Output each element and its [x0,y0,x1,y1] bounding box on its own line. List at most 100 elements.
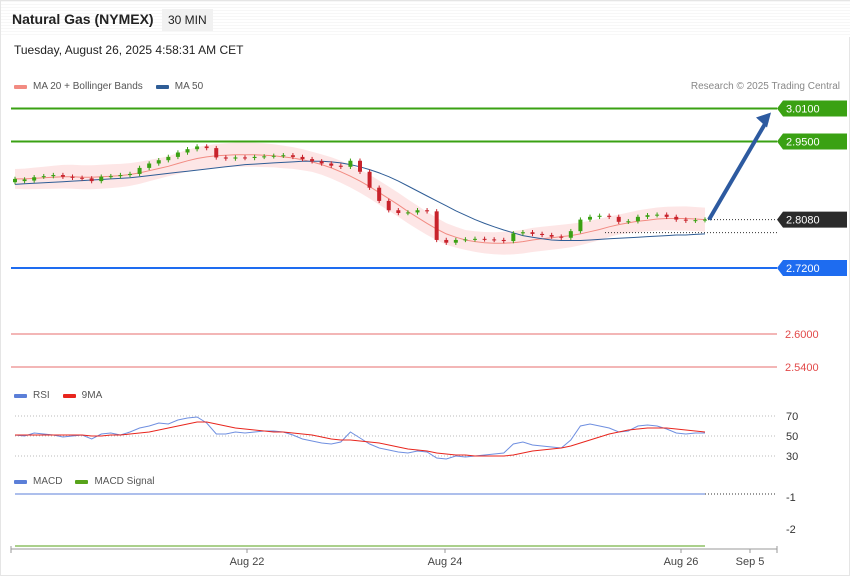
candle [674,216,679,220]
candle [310,159,315,162]
candle [204,146,209,149]
candle [51,175,56,177]
candle [80,177,85,179]
candle [290,155,295,157]
x-tick-aug-24: Aug 24 [428,556,463,568]
macd-tick--2: -2 [786,524,796,536]
candle [175,152,180,157]
candle [520,232,525,234]
legend-swatch-9ma [62,393,76,398]
candle [118,175,123,177]
bollinger-band [15,142,705,255]
candle [223,157,228,159]
timeframe-badge[interactable]: 30 MIN [162,9,213,31]
legend-swatch-macd [14,479,27,484]
candle [60,175,65,177]
macd-tick--1: -1 [786,492,796,504]
candle [530,232,535,234]
x-tick-sep-5: Sep 5 [736,556,765,568]
level-tag-3.0100 [777,100,847,117]
candle [137,167,142,174]
candle [32,177,37,181]
instrument-title: Natural Gas (NYMEX) [12,11,154,27]
legend-swatch-macd-signal [75,479,89,484]
header-bar [1,1,850,37]
candle [195,146,200,150]
projection-arrowhead [756,112,771,128]
candle [70,176,75,178]
candle [425,210,430,212]
legend-swatch-rsi [14,393,27,398]
legend-ma50: MA 50 [174,81,204,92]
candle [128,173,132,176]
candle [300,156,305,160]
rsi-ma-line [15,421,706,457]
legend-9ma: 9MA [81,390,103,401]
candle [185,149,190,153]
candle [243,157,247,159]
candle [645,215,650,217]
candle [434,211,439,240]
macd-legend: MACD MACD Signal [14,476,167,487]
candle [233,157,238,159]
rsi-tick-30: 30 [786,451,798,463]
legend-swatch-ma50 [155,84,169,89]
rsi-line [14,416,705,460]
candle [482,238,487,240]
candle [358,160,362,172]
candle [147,163,152,168]
level-label-2.6000: 2.6000 [785,329,819,341]
candle [396,210,401,213]
candle [89,178,94,182]
candle [108,176,113,178]
candle [559,236,564,238]
level-label-2.9500: 2.9500 [786,137,820,149]
candle [655,214,660,216]
x-tick-aug-22: Aug 22 [230,556,265,568]
candle [405,212,410,214]
candle [214,148,219,158]
candle [549,235,554,237]
level-tag-2.7200 [777,260,847,276]
candle [616,216,621,222]
candle [166,156,171,161]
candle [693,220,698,222]
candle [568,231,573,238]
candle [22,179,27,182]
candle [348,160,353,167]
candle [492,239,497,241]
candle [367,171,372,188]
candle [444,239,449,243]
x-tick-aug-26: Aug 26 [664,556,699,568]
candle [635,216,640,222]
candle [271,155,276,157]
level-label-3.0100: 3.0100 [786,104,820,116]
legend-swatch-ma20 [14,84,27,89]
level-tag-2.9500 [777,133,847,150]
legend-ma20: MA 20 + Bollinger Bands [33,81,143,92]
candle [453,239,458,243]
candle [511,233,516,242]
candle [588,216,592,220]
candle [319,161,324,164]
candle [626,221,631,223]
timestamp: Tuesday, August 26, 2025 4:58:31 AM CET [14,43,244,57]
legend-rsi: RSI [33,390,50,401]
candle [501,239,506,242]
level-tag-2.8080 [777,211,847,228]
candle [252,156,257,158]
credit-text: Research © 2025 Trading Central [690,81,840,92]
candle [281,155,286,157]
level-label-2.8080: 2.8080 [786,215,820,227]
legend-macd-signal: MACD Signal [94,476,155,487]
candle [329,163,334,166]
candle [262,156,267,158]
level-label-2.7200: 2.7200 [786,263,820,275]
rsi-tick-70: 70 [786,411,798,423]
candle [607,215,612,217]
candle [377,187,382,201]
candle [664,214,669,217]
candle [473,238,477,240]
